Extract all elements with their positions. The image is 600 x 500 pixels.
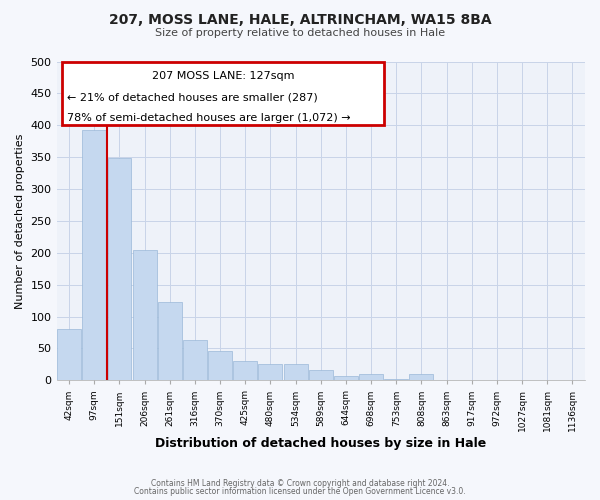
Bar: [334, 376, 358, 380]
Bar: [259, 364, 283, 380]
Bar: [158, 302, 182, 380]
Text: 78% of semi-detached houses are larger (1,072) →: 78% of semi-detached houses are larger (…: [67, 112, 351, 122]
Text: 207, MOSS LANE, HALE, ALTRINCHAM, WA15 8BA: 207, MOSS LANE, HALE, ALTRINCHAM, WA15 8…: [109, 12, 491, 26]
Bar: [409, 374, 433, 380]
Text: Contains HM Land Registry data © Crown copyright and database right 2024.: Contains HM Land Registry data © Crown c…: [151, 478, 449, 488]
Y-axis label: Number of detached properties: Number of detached properties: [15, 133, 25, 308]
Bar: [284, 364, 308, 380]
Bar: [133, 250, 157, 380]
Text: Size of property relative to detached houses in Hale: Size of property relative to detached ho…: [155, 28, 445, 38]
FancyBboxPatch shape: [62, 62, 384, 126]
Bar: [82, 130, 106, 380]
Bar: [57, 330, 81, 380]
Bar: [233, 360, 257, 380]
Bar: [208, 351, 232, 380]
Bar: [309, 370, 333, 380]
X-axis label: Distribution of detached houses by size in Hale: Distribution of detached houses by size …: [155, 437, 487, 450]
Bar: [359, 374, 383, 380]
Bar: [385, 379, 408, 380]
Text: ← 21% of detached houses are smaller (287): ← 21% of detached houses are smaller (28…: [67, 92, 318, 102]
Bar: [107, 158, 131, 380]
Text: 207 MOSS LANE: 127sqm: 207 MOSS LANE: 127sqm: [152, 70, 294, 81]
Text: Contains public sector information licensed under the Open Government Licence v3: Contains public sector information licen…: [134, 487, 466, 496]
Bar: [183, 340, 207, 380]
